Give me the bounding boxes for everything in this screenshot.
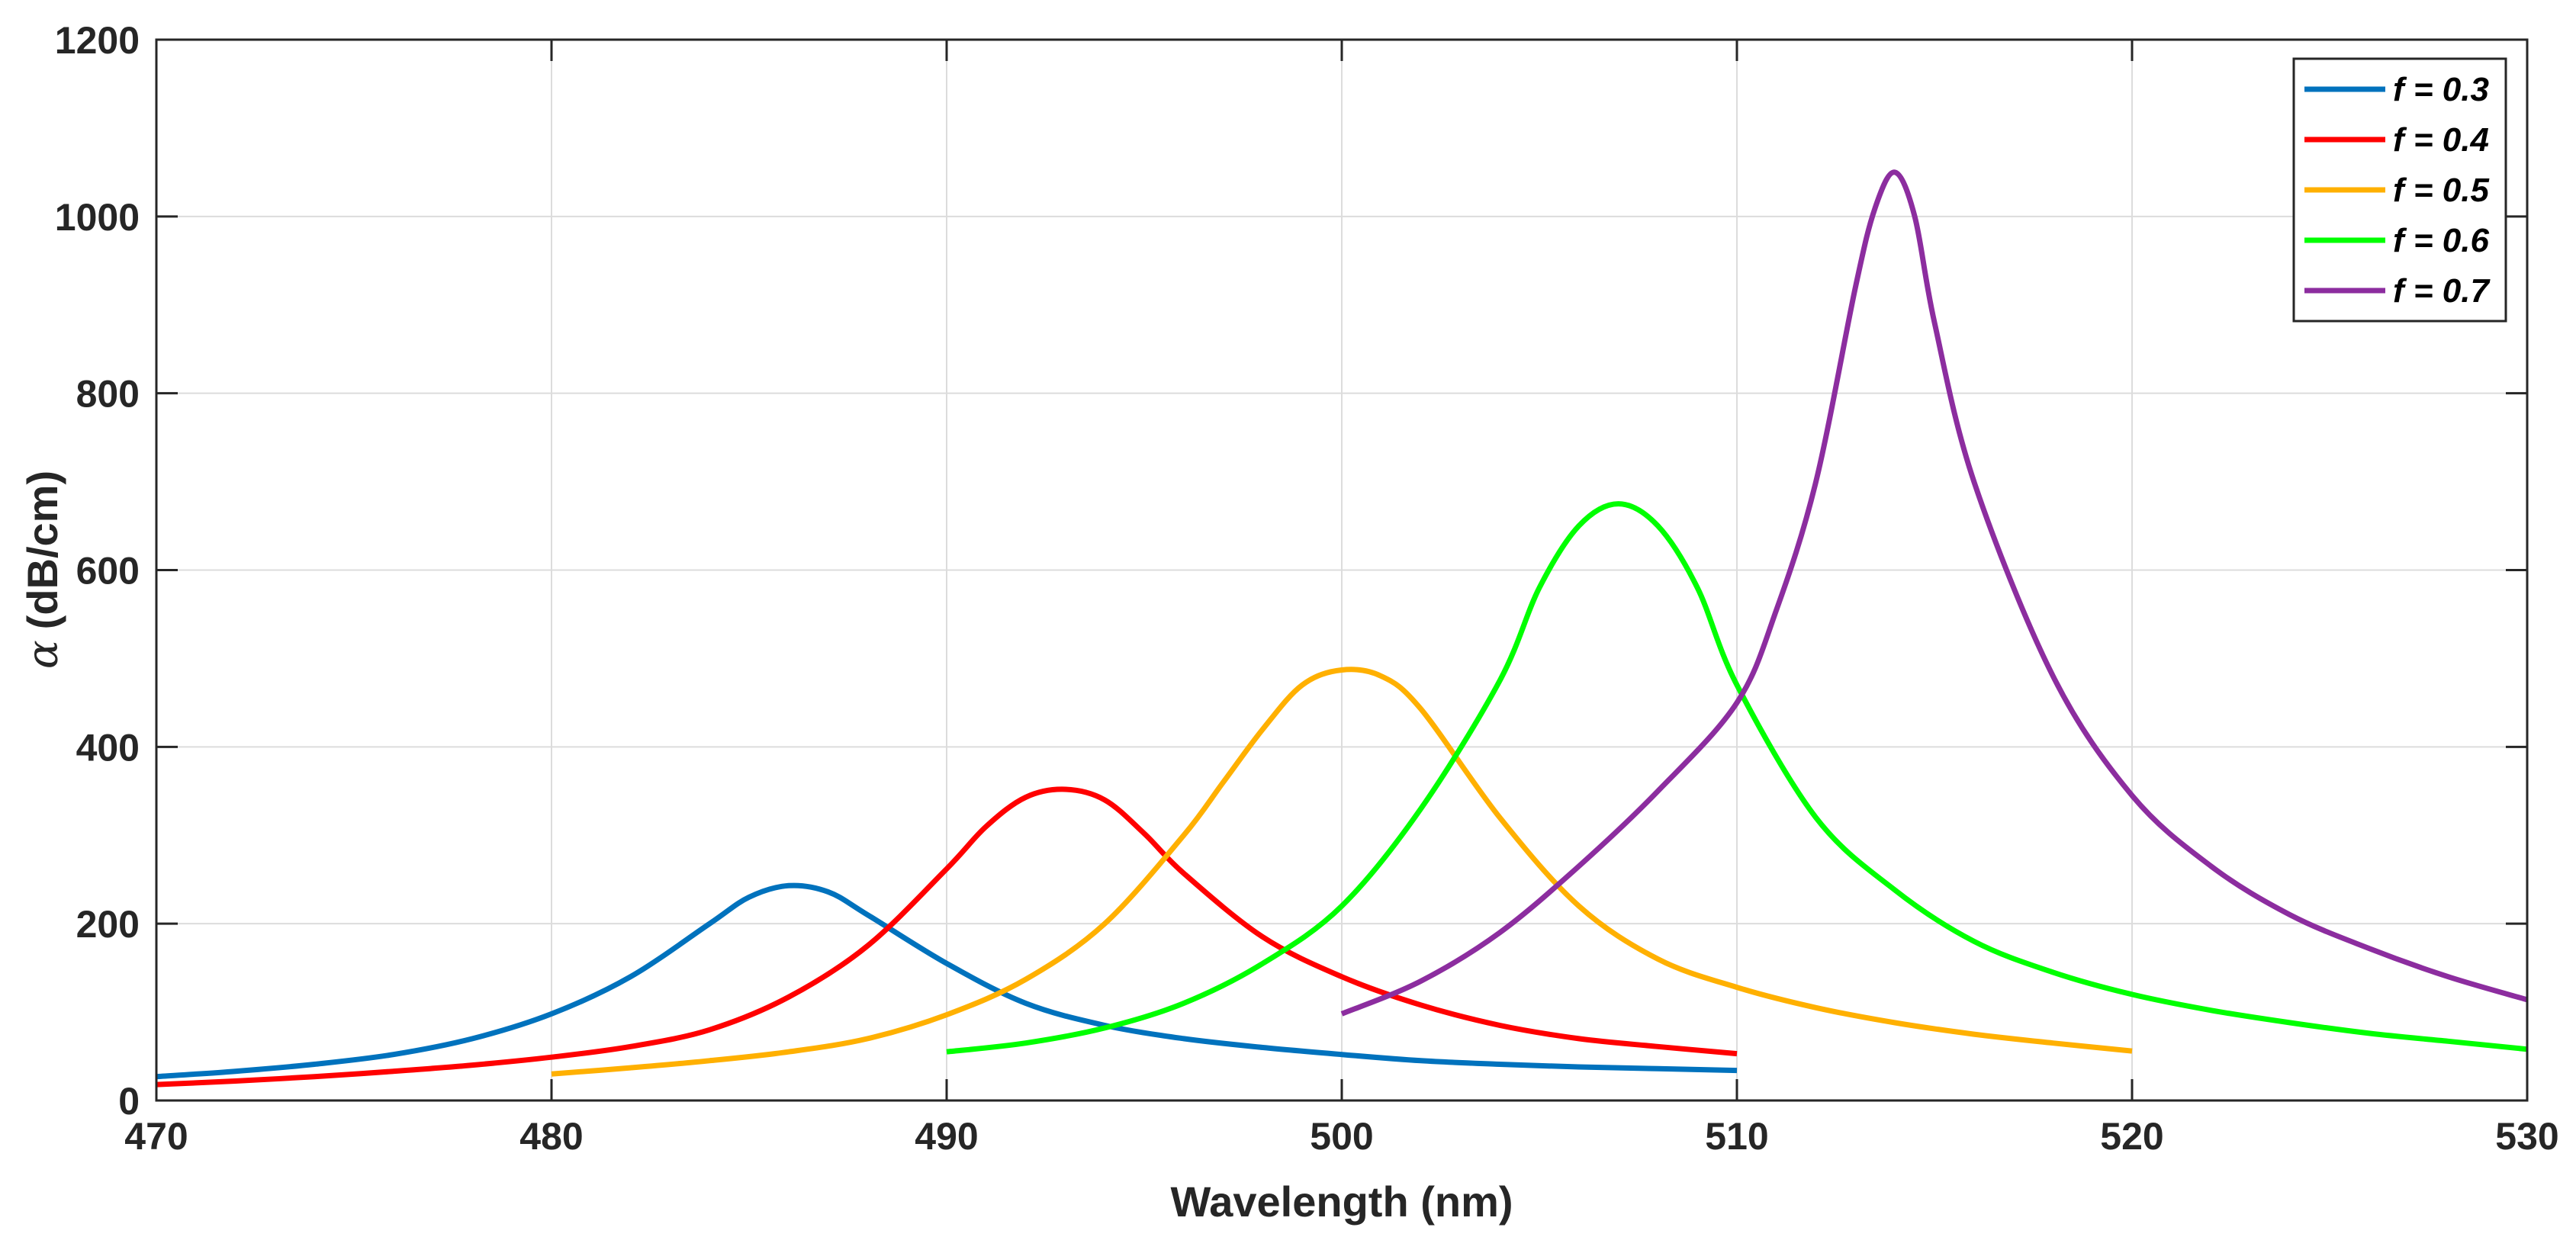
series-lines <box>156 169 2528 1088</box>
tick-labels: 470 480 490 500 510 520 530 0 200 400 600 800 1000 12… <box>55 19 2559 1158</box>
y-tick-label: 0 <box>118 1080 140 1123</box>
series-line-f-0-5 <box>551 667 2133 1077</box>
y-tick-label: 1200 <box>55 19 140 62</box>
y-axis-symbol: α <box>18 640 68 669</box>
x-tick-label: 500 <box>1310 1115 1373 1158</box>
y-tick-label: 800 <box>76 373 140 416</box>
y-tick-label: 200 <box>76 903 140 946</box>
axis-ticks <box>155 38 2529 1102</box>
legend-label: f = 0.4 <box>2393 121 2489 159</box>
x-tick-label: 480 <box>519 1115 583 1158</box>
series-line-f-0-6 <box>946 501 2528 1055</box>
y-axis-unit: (dB/cm) <box>18 471 66 629</box>
grid <box>156 40 2527 1100</box>
series-line-f-0-3 <box>156 882 1738 1080</box>
series-line-f-0-4 <box>156 786 1738 1088</box>
y-tick-label: 400 <box>76 726 140 769</box>
x-tick-label: 520 <box>2100 1115 2163 1158</box>
legend-label: f = 0.6 <box>2393 222 2489 259</box>
legend: f = 0.3 f = 0.4 f = 0.5 f = 0.6 f = 0.7 <box>2292 57 2507 323</box>
series-line-f-0-7 <box>1340 169 2528 1017</box>
x-tick-label: 510 <box>1705 1115 1768 1158</box>
x-tick-label: 530 <box>2495 1115 2558 1158</box>
x-tick-label: 490 <box>915 1115 978 1158</box>
x-tick-label: 470 <box>124 1115 188 1158</box>
y-axis-title: α (dB/cm) <box>18 471 68 669</box>
legend-label: f = 0.5 <box>2393 172 2489 209</box>
legend-label: f = 0.3 <box>2393 71 2489 108</box>
x-axis-title: Wavelength (nm) <box>1170 1178 1513 1226</box>
legend-label: f = 0.7 <box>2393 272 2491 310</box>
y-tick-label: 1000 <box>55 196 140 239</box>
y-tick-label: 600 <box>76 550 140 593</box>
